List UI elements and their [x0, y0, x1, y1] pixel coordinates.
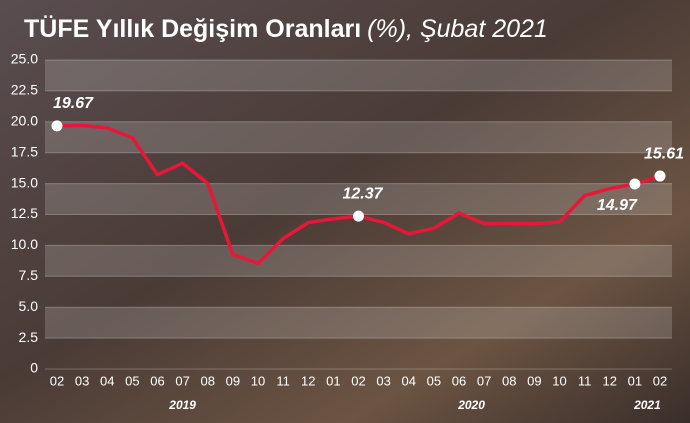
x-tick-label: 03: [75, 373, 89, 388]
x-tick-label: 04: [100, 373, 114, 388]
x-tick-label: 11: [276, 373, 290, 388]
y-tick-label: 0: [30, 360, 38, 376]
year-label: 2019: [168, 398, 196, 412]
x-tick-label: 09: [527, 373, 541, 388]
grid-band: [45, 121, 672, 153]
x-tick-label: 12: [603, 373, 617, 388]
x-tick-label: 10: [552, 373, 566, 388]
y-tick-label: 12.5: [11, 205, 38, 221]
x-tick-label: 09: [226, 373, 240, 388]
data-label: 12.37: [342, 185, 383, 202]
x-tick-label: 01: [628, 373, 642, 388]
x-tick-label: 12: [301, 373, 315, 388]
data-label: 19.67: [53, 95, 94, 112]
data-label: 15.61: [644, 145, 684, 162]
x-tick-label: 04: [402, 373, 416, 388]
title-main: TÜFE Yıllık Değişim Oranları: [24, 14, 361, 43]
data-point: [654, 170, 666, 182]
y-tick-label: 10.0: [11, 236, 38, 252]
chart-title: TÜFE Yıllık Değişim Oranları (%), Şubat 2…: [24, 14, 548, 43]
grid-band: [45, 183, 672, 215]
y-tick-label: 5.0: [19, 298, 39, 314]
title-suffix: (%), Şubat 2021: [367, 15, 548, 43]
grid-band: [45, 307, 672, 339]
data-label: 14.97: [597, 197, 638, 214]
x-tick-label: 10: [251, 373, 265, 388]
x-tick-label: 05: [427, 373, 441, 388]
y-tick-label: 25.0: [11, 51, 38, 67]
data-point: [51, 120, 63, 132]
x-tick-label: 08: [502, 373, 516, 388]
x-tick-label: 02: [351, 373, 365, 388]
x-tick-label: 02: [50, 373, 64, 388]
grid-band: [45, 60, 672, 91]
y-tick-label: 20.0: [11, 113, 38, 129]
data-point: [629, 178, 641, 190]
x-tick-label: 08: [201, 373, 215, 388]
x-tick-label: 07: [175, 373, 189, 388]
x-tick-label: 06: [452, 373, 466, 388]
x-tick-label: 07: [477, 373, 491, 388]
grid-band: [45, 245, 672, 277]
x-tick-label: 06: [150, 373, 164, 388]
y-tick-label: 15.0: [11, 174, 38, 190]
year-label: 2021: [633, 398, 661, 412]
x-tick-label: 02: [653, 373, 667, 388]
y-tick-label: 2.5: [19, 329, 39, 345]
y-tick-label: 17.5: [11, 143, 38, 159]
x-tick-label: 01: [326, 373, 340, 388]
x-tick-label: 03: [376, 373, 390, 388]
year-label: 2020: [457, 398, 485, 412]
y-tick-label: 22.5: [11, 82, 38, 98]
data-point: [353, 210, 364, 222]
x-tick-label: 05: [125, 373, 139, 388]
x-tick-label: 11: [578, 373, 592, 388]
y-tick-label: 7.5: [19, 267, 39, 283]
